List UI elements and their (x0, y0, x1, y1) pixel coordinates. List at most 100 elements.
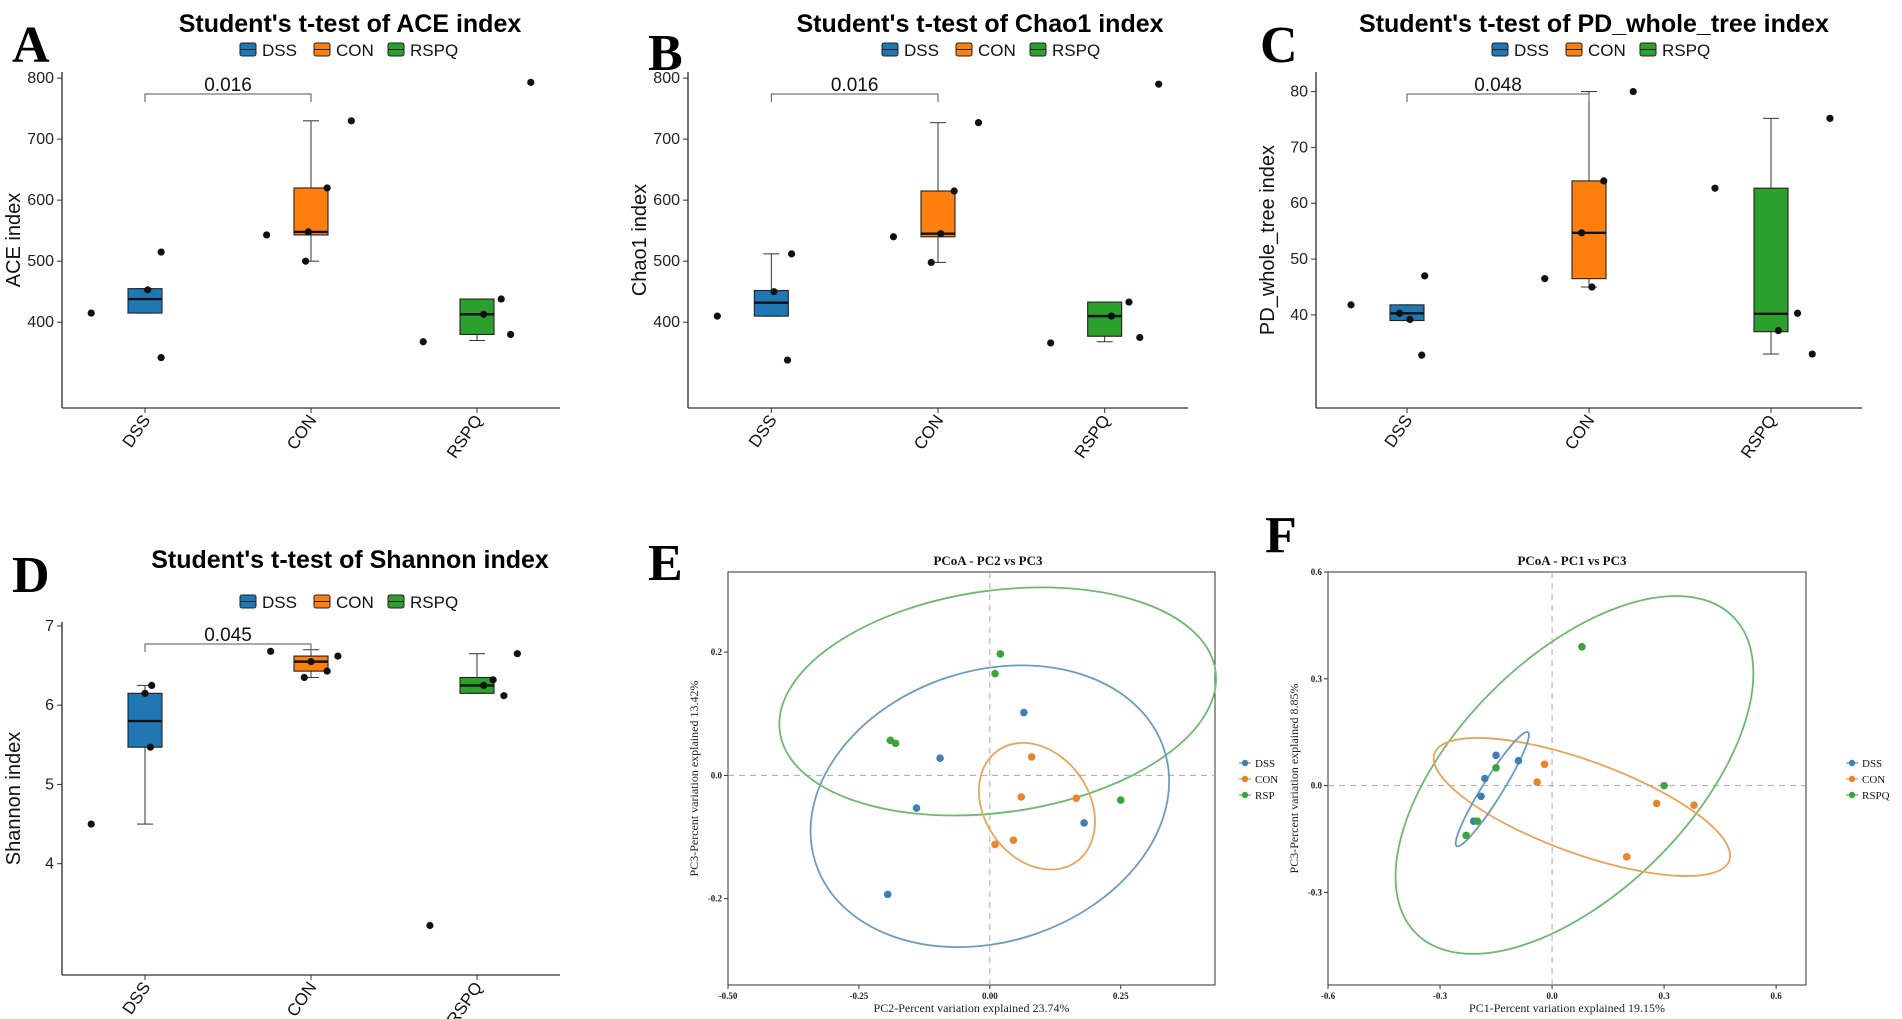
data-point-rspq (996, 650, 1005, 658)
x-tick-label-rspq: RSPQ (1737, 411, 1780, 461)
x-tick-label: 0.00 (982, 991, 998, 1001)
y-tick-label: 50 (1290, 251, 1308, 268)
legend-label-rspq: RSP (1255, 790, 1275, 802)
data-point-dss (1492, 751, 1500, 760)
p-value-label: 0.045 (204, 625, 252, 646)
confidence-ellipse-rspq (1394, 595, 1755, 955)
data-point (87, 820, 95, 828)
y-tick-label: 70 (1290, 139, 1308, 156)
panel-d: D Student's t-test of Shannon index DSS CON… (3, 546, 560, 1019)
x-tick-label: -0.6 (1321, 991, 1336, 1001)
data-point-con (1027, 753, 1036, 761)
panel-letter-c: C (1260, 17, 1298, 74)
data-point-rspq (1492, 764, 1500, 772)
x-tick-label-rspq: RSPQ (1071, 411, 1114, 461)
data-point-rspq (891, 739, 900, 748)
data-point (1347, 301, 1355, 309)
y-tick-label: 5 (45, 776, 54, 793)
x-tick-label-con: CON (283, 978, 320, 1019)
chart-title: Student's t-test of Shannon index (151, 546, 549, 574)
y-tick-label: 700 (27, 131, 54, 148)
x-tick-label-dss: DSS (119, 978, 155, 1018)
y-tick-label: -0.2 (708, 894, 723, 904)
data-point (304, 228, 312, 236)
y-axis-label: Shannon index (3, 732, 25, 865)
box-rspq (459, 298, 495, 335)
x-tick-label: 0.0 (1546, 991, 1558, 1001)
legend-label-con: CON (336, 593, 374, 612)
confidence-ellipse-con (978, 741, 1096, 871)
panel-letter-a: A (12, 17, 50, 74)
data-point-rspq (991, 669, 999, 678)
x-axis-label: PC1-Percent variation explained 19.15% (1469, 1001, 1665, 1015)
legend-label-rspq: RSPQ (410, 41, 458, 60)
y-tick-label: 40 (1290, 307, 1308, 324)
data-point (334, 652, 342, 660)
data-point (141, 689, 149, 697)
y-tick-label: 0.6 (1311, 567, 1323, 577)
y-tick-label: 400 (27, 314, 54, 331)
chart-title: Student's t-test of Chao1 index (796, 10, 1163, 38)
y-axis-label: PC3-Percent variation explained 13.42% (687, 681, 701, 877)
x-tick-label-con: CON (910, 411, 947, 453)
data-point-dss (1080, 819, 1088, 827)
data-point-con (1017, 793, 1026, 801)
p-value-label: 0.016 (831, 75, 879, 96)
x-axis-label: PC2-Percent variation explained 23.74% (874, 1001, 1070, 1015)
data-point (1136, 333, 1144, 342)
panel-b: B Student's t-test of Chao1 index DSS CON RS… (629, 10, 1188, 462)
y-axis-label: PC3-Percent variation explained 8.85% (1287, 684, 1301, 874)
data-point (480, 310, 488, 318)
data-point-dss (912, 804, 921, 812)
chart-title: PCoA - PC2 vs PC3 (933, 553, 1043, 568)
legend-label-con: CON (1255, 774, 1278, 786)
x-tick-label: -0.50 (719, 991, 738, 1001)
data-point (1418, 351, 1426, 359)
data-point-dss (883, 890, 892, 899)
y-axis-label: ACE index (3, 193, 25, 288)
y-tick-label: 0.3 (1311, 674, 1323, 684)
data-point (497, 295, 505, 303)
data-point (889, 233, 898, 241)
legend-label-dss: DSS (1255, 758, 1275, 770)
box-con (1571, 180, 1607, 280)
legend-label-rspq: RSPQ (1662, 41, 1710, 60)
chart-title: Student's t-test of ACE index (179, 10, 522, 38)
chart-title: Student's t-test of PD_whole_tree index (1359, 10, 1829, 38)
data-point (783, 356, 792, 364)
box-rspq (1753, 187, 1789, 333)
y-tick-label: 800 (27, 70, 54, 87)
y-axis-label: Chao1 index (629, 184, 651, 296)
legend-label-rspq: RSPQ (1862, 790, 1890, 802)
x-tick-label-rspq: RSPQ (443, 978, 486, 1019)
data-point (1541, 275, 1549, 283)
data-point (87, 309, 95, 317)
data-point (1793, 309, 1802, 317)
data-point (1107, 312, 1116, 320)
data-point (1155, 80, 1163, 88)
panel-f: F PCoA - PC1 vs PC3 -0.6 -0.3 0.0 0.3 0.6 -0.3 0… (1265, 507, 1890, 1015)
data-point-dss (1020, 708, 1028, 717)
data-point-con (1072, 794, 1081, 803)
panel-letter-d: D (12, 547, 50, 604)
data-point (937, 230, 945, 238)
data-point (157, 248, 165, 256)
significance-bracket (770, 93, 939, 102)
data-point (513, 650, 521, 658)
y-tick-label: 500 (27, 253, 54, 270)
plot-frame (1327, 571, 1807, 986)
p-value-label: 0.048 (1474, 75, 1522, 96)
panel-letter-b: B (648, 25, 683, 82)
data-point-con (1652, 799, 1661, 808)
legend-label-dss: DSS (904, 41, 939, 60)
confidence-ellipse-dss (1454, 731, 1530, 848)
data-point-con (1009, 836, 1018, 844)
x-tick-label: 0.6 (1771, 991, 1783, 1001)
y-tick-label: 500 (653, 253, 680, 270)
data-point (500, 692, 508, 700)
data-point (146, 743, 154, 751)
data-point (1629, 87, 1637, 96)
x-tick-label-con: CON (283, 411, 320, 453)
y-tick-label: 6 (45, 697, 54, 714)
x-tick-label-dss: DSS (119, 411, 155, 451)
